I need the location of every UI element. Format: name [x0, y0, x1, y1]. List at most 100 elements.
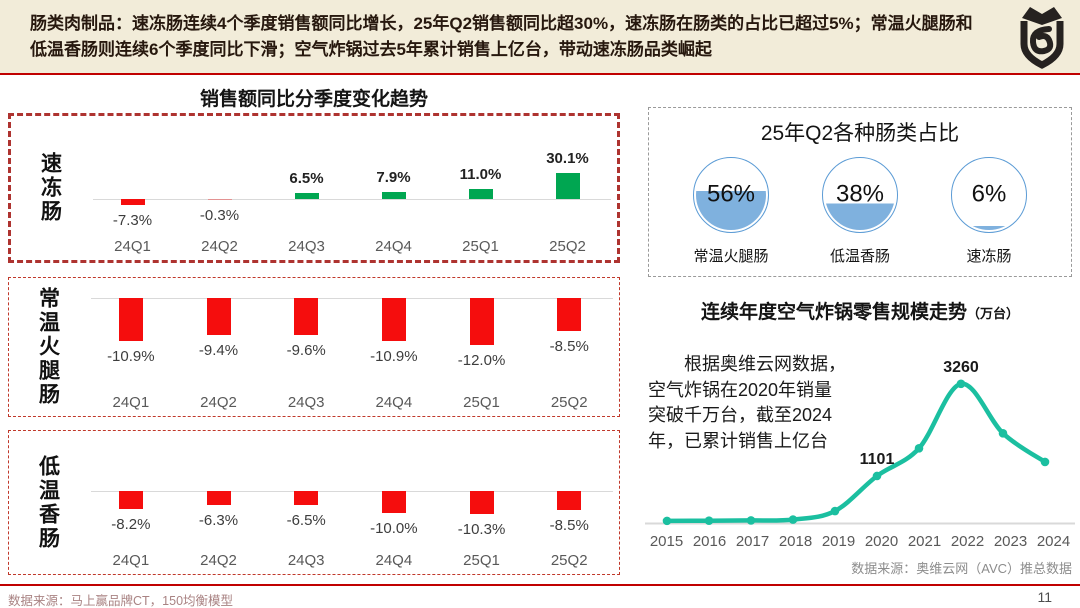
brand-shield-logo-icon	[1016, 4, 1068, 70]
category-label: 25Q1	[462, 238, 499, 255]
panel-lowtemp-sausage: 低温香肠 -8.2% 24Q1 -6.3% 24Q2 -6.5% 24Q3 -10.0% 24…	[8, 430, 620, 575]
water-fill-circle: 38%	[822, 157, 898, 233]
airfryer-line-chart: 1101 3260	[645, 359, 1075, 526]
bar	[555, 172, 580, 199]
category-label: 24Q2	[200, 552, 237, 569]
share-percentage: 38%	[835, 180, 885, 208]
category-label: 25Q2	[550, 394, 588, 411]
callout-value: 1101	[860, 451, 895, 468]
bar-value-label: 30.1%	[546, 149, 589, 167]
category-label: 24Q2	[200, 394, 237, 411]
category-label: 24Q1	[112, 394, 150, 411]
water-fill-circle: 6%	[951, 157, 1027, 233]
category-label: 24Q4	[375, 238, 412, 255]
bar-column: -10.3% 25Q1	[438, 431, 526, 574]
axis-baseline	[93, 198, 611, 200]
bar-value-label: 6.5%	[289, 170, 324, 188]
bar-column: -10.9% 24Q4	[350, 278, 438, 416]
bar-column: 11.0% 25Q1	[437, 116, 524, 260]
axis-baseline	[91, 297, 613, 299]
bar-value-label: -8.5%	[549, 338, 589, 356]
bar-column: -6.3% 24Q2	[175, 431, 263, 574]
row-label-frozen: 速冻肠	[38, 152, 62, 224]
bar	[557, 298, 582, 332]
airfryer-unit: （万台）	[967, 306, 1020, 321]
bar-value-label: -10.0%	[370, 520, 418, 537]
page-number: 11	[1037, 589, 1052, 605]
row-label-lowtemp: 低温香肠	[36, 454, 60, 551]
bar	[469, 491, 494, 514]
bar-value-label: -6.3%	[198, 511, 239, 529]
share-label: 常温火腿肠	[693, 248, 769, 265]
bar-column: -9.6% 24Q3	[262, 278, 350, 416]
data-point	[746, 516, 756, 525]
bar-chart-lowtemp: -8.2% 24Q1 -6.3% 24Q2 -6.5% 24Q3 -10.0% 24Q4 -10…	[87, 431, 619, 574]
share-panel: 25年Q2各种肠类占比 56% 常温火腿肠 38% 低温香肠 6% 速冻肠	[648, 107, 1072, 277]
line-series	[664, 381, 1048, 524]
panel-ham-sausage: 常温火腿肠 -10.9% 24Q1 -9.4% 24Q2 -9.6% 24Q3 -10.9%…	[8, 277, 620, 417]
airfryer-annotation: 根据奥维云网数据， 空气炸锅在2020年销量 突破千万台，截至2024 年，已累…	[648, 354, 846, 451]
data-point	[788, 515, 798, 524]
bar-value-label: -8.5%	[549, 516, 589, 534]
bar-column: -9.4% 24Q2	[175, 278, 263, 416]
bar-value-label: -8.2%	[111, 516, 151, 534]
callout-value: 3260	[943, 359, 979, 376]
year-tick: 2019	[821, 533, 856, 550]
share-percentage: 56%	[706, 180, 756, 208]
share-circles: 56% 常温火腿肠 38% 低温香肠 6% 速冻肠	[649, 147, 1071, 266]
circle-fill	[825, 160, 895, 230]
bar	[294, 298, 319, 336]
share-circle-item: 6% 速冻肠	[935, 157, 1043, 266]
category-label: 24Q4	[375, 394, 413, 411]
bar	[469, 298, 494, 345]
share-title: 25年Q2各种肠类占比	[760, 122, 960, 145]
category-label: 24Q3	[287, 552, 325, 569]
data-point	[872, 471, 882, 481]
axis-baseline	[91, 490, 613, 492]
bar-value-label: 11.0%	[459, 166, 502, 184]
bar-column: -6.5% 24Q3	[262, 431, 350, 574]
bar-column: -10.9% 24Q1	[87, 278, 175, 416]
bar	[381, 192, 406, 199]
bar	[206, 491, 231, 505]
year-tick: 2020	[864, 533, 899, 550]
bar-value-label: -10.9%	[370, 347, 418, 365]
bar-column: -12.0% 25Q1	[438, 278, 526, 416]
share-circle-item: 38% 低温香肠	[806, 157, 914, 266]
bar-column: -0.3% 24Q2	[176, 116, 263, 260]
bar	[557, 491, 582, 510]
footer-source: 数据来源：马上赢品牌CT，150均衡模型	[8, 594, 234, 608]
category-label: 24Q4	[375, 552, 413, 569]
circle-fill	[954, 160, 1024, 230]
bar-column: -7.3% 24Q1	[89, 116, 176, 260]
share-percentage: 6%	[971, 180, 1007, 208]
panel-frozen-sausage: 速冻肠 -7.3% 24Q1 -0.3% 24Q2 6.5% 24Q3 7.9% 24Q4 11…	[8, 113, 620, 263]
bar	[207, 199, 232, 200]
bar-column: -8.5% 25Q2	[525, 431, 613, 574]
bar	[118, 491, 143, 510]
bar-chart-ham: -10.9% 24Q1 -9.4% 24Q2 -9.6% 24Q3 -10.9% 24Q4 -1…	[87, 278, 619, 416]
bar-column: -8.2% 24Q1	[87, 431, 175, 574]
year-tick: 2021	[907, 533, 942, 550]
bar	[206, 298, 231, 335]
header-banner: 肠类肉制品：速冻肠连续4个季度销售额同比增长，25年Q2销售额同比超30%，速冻…	[0, 0, 1080, 75]
year-tick: 2015	[649, 533, 684, 550]
year-tick: 2018	[778, 533, 813, 550]
bar-column: 30.1% 25Q2	[524, 116, 611, 260]
bar	[294, 491, 319, 506]
data-point	[704, 516, 714, 525]
row-label-ham: 常温火腿肠	[36, 287, 60, 407]
data-point	[998, 429, 1008, 438]
data-point	[662, 516, 672, 526]
category-label: 25Q2	[550, 552, 588, 569]
bar	[381, 298, 406, 341]
share-label: 低温香肠	[829, 248, 890, 265]
category-label: 24Q3	[288, 238, 325, 255]
category-label: 24Q1	[114, 238, 151, 255]
category-label: 25Q1	[463, 552, 500, 569]
data-point	[830, 506, 840, 516]
bar-column: -10.0% 24Q4	[350, 431, 438, 574]
bar-chart-frozen: -7.3% 24Q1 -0.3% 24Q2 6.5% 24Q3 7.9% 24Q4 11.0% 2…	[89, 116, 617, 260]
headline-text: 肠类肉制品：速冻肠连续4个季度销售额同比增长，25年Q2销售额同比超30%，速冻…	[30, 14, 973, 59]
bar	[381, 491, 406, 513]
